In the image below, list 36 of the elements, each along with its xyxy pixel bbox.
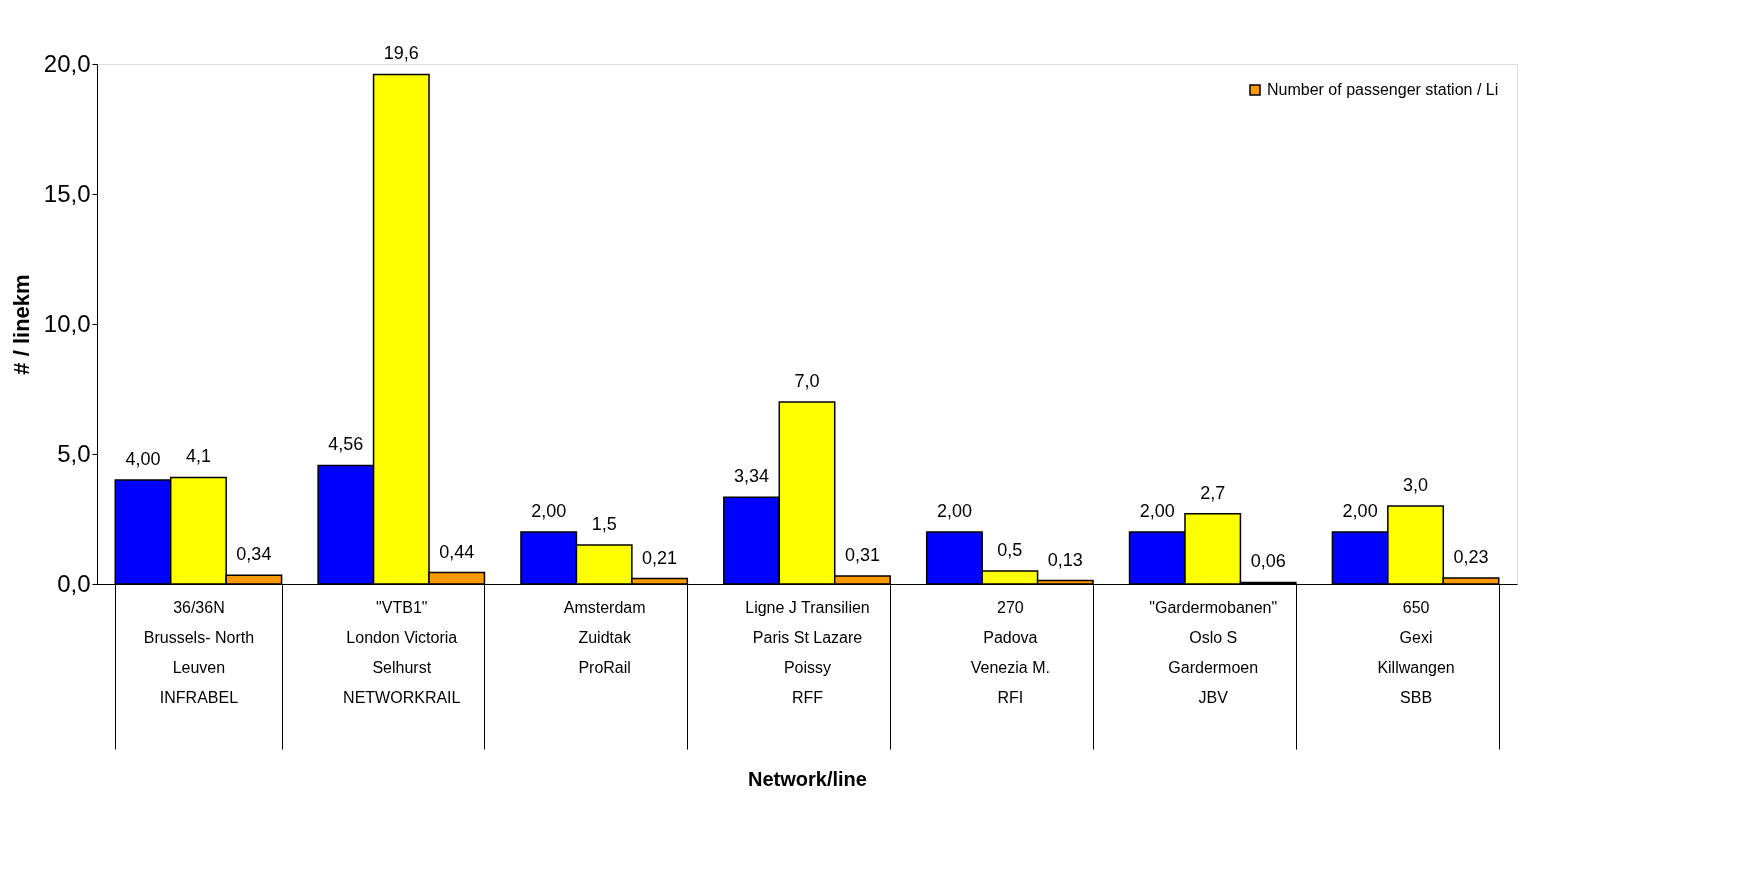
data-label: 4,1	[185, 446, 211, 467]
data-label: 0,13	[1047, 549, 1083, 570]
data-label: 0,21	[642, 547, 678, 568]
data-label: 2,00	[936, 501, 972, 521]
data-label: 2,00	[531, 501, 567, 521]
data-label: 4,56	[328, 434, 364, 455]
data-label: 2,00	[1139, 501, 1175, 521]
x-tick-label: 36/36N Brussels- North Leuven INFRABEL	[143, 598, 255, 706]
x-tick-label: Ligne J Transilien Paris St Lazare Poissy RFF	[745, 598, 870, 706]
data-label: 0,44	[439, 541, 475, 562]
data-label: 7,0	[794, 371, 820, 391]
data-label: 3,0	[1403, 475, 1429, 495]
x-axis-title: Network/line	[748, 768, 867, 790]
y-axis-title: # / linekm	[8, 274, 34, 375]
data-label: 3,34	[734, 466, 770, 487]
data-label: 4,00	[125, 449, 161, 469]
y-tick-label: 5,0	[57, 439, 91, 467]
x-tick-label: Amsterdam Zuidtak ProRail	[563, 598, 646, 676]
data-label: 2,00	[1342, 501, 1378, 521]
y-tick-label: 15,0	[43, 179, 91, 207]
y-tick-label: 20,0	[43, 49, 91, 77]
data-label: 0,06	[1250, 551, 1286, 572]
data-label: 0,34	[236, 544, 272, 565]
data-label: 0,23	[1453, 547, 1489, 568]
data-label: 0,5	[997, 540, 1023, 560]
y-tick-label: 0,0	[57, 569, 91, 597]
data-label: 0,31	[844, 544, 880, 565]
x-tick-label: 270 Padova Venezia M. RFI	[970, 598, 1050, 706]
data-label: 2,7	[1200, 482, 1226, 503]
x-tick-label: 650 Gexi Killwangen SBB	[1377, 598, 1455, 706]
legend-label: Number of passenger station / Li	[1267, 81, 1499, 98]
data-label: 19,6	[383, 43, 419, 64]
y-tick-label: 10,0	[43, 309, 91, 337]
x-tick-label: "VTB1" London Victoria Selhurst NETWORKRAIL	[343, 598, 461, 706]
data-label: 1,5	[591, 514, 617, 534]
x-tick-label: "Gardermobanen" Oslo S Gardermoen JBV	[1149, 598, 1278, 706]
